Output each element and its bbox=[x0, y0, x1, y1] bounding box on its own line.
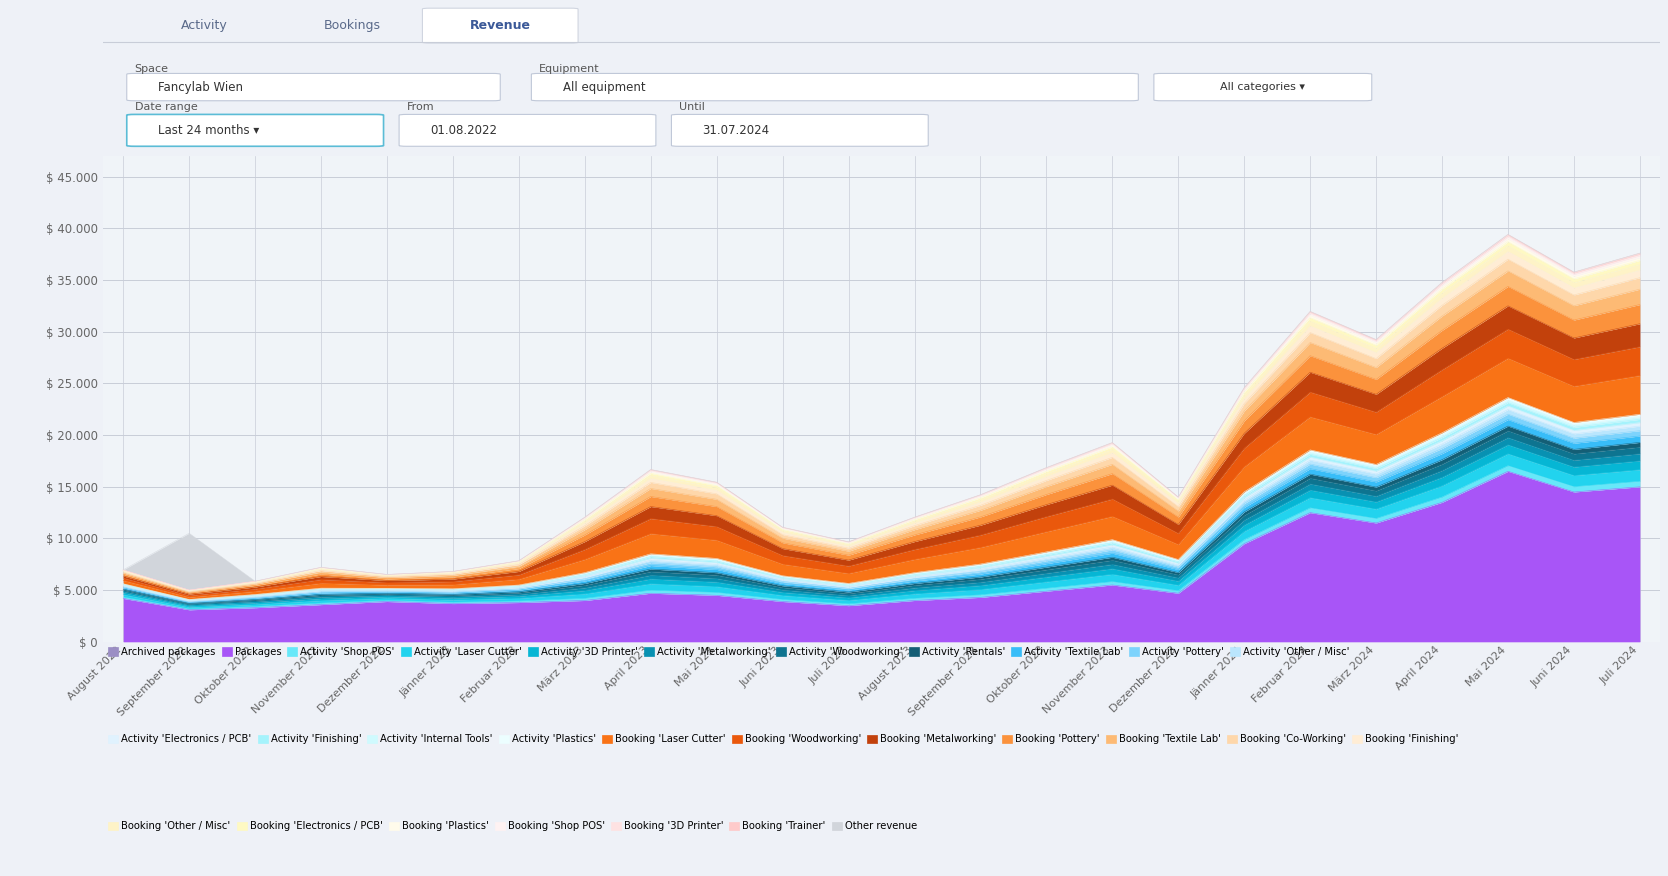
FancyBboxPatch shape bbox=[127, 8, 282, 43]
FancyBboxPatch shape bbox=[275, 8, 430, 43]
Text: Last 24 months ▾: Last 24 months ▾ bbox=[158, 124, 259, 137]
FancyBboxPatch shape bbox=[672, 115, 927, 146]
FancyBboxPatch shape bbox=[127, 115, 384, 146]
Text: Space: Space bbox=[135, 64, 168, 74]
Text: Revenue: Revenue bbox=[470, 19, 530, 32]
Text: 31.07.2024: 31.07.2024 bbox=[702, 124, 769, 137]
Text: 01.08.2022: 01.08.2022 bbox=[430, 124, 497, 137]
Text: Equipment: Equipment bbox=[539, 64, 600, 74]
FancyBboxPatch shape bbox=[422, 8, 579, 43]
FancyBboxPatch shape bbox=[127, 74, 500, 101]
Text: From: From bbox=[407, 102, 434, 112]
Text: All categories ▾: All categories ▾ bbox=[1221, 82, 1306, 92]
Legend: Booking 'Other / Misc', Booking 'Electronics / PCB', Booking 'Plastics', Booking: Booking 'Other / Misc', Booking 'Electro… bbox=[108, 822, 917, 831]
Text: Fancylab Wien: Fancylab Wien bbox=[158, 81, 244, 94]
FancyBboxPatch shape bbox=[532, 74, 1138, 101]
Text: Activity: Activity bbox=[182, 19, 229, 32]
Text: Until: Until bbox=[679, 102, 706, 112]
FancyBboxPatch shape bbox=[1154, 74, 1371, 101]
FancyBboxPatch shape bbox=[399, 115, 656, 146]
Text: Bookings: Bookings bbox=[324, 19, 380, 32]
Text: Date range: Date range bbox=[135, 102, 197, 112]
Text: All equipment: All equipment bbox=[562, 81, 646, 94]
